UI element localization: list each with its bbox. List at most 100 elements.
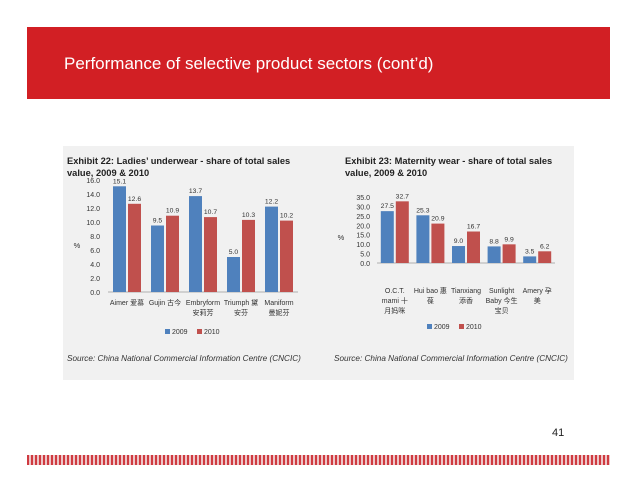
exhibit-23-category-label: Hui bao 惠	[414, 286, 447, 295]
exhibit-23-category-label: Tianxiang	[451, 288, 481, 295]
exhibit-23-data-label: 6.2	[540, 243, 550, 250]
exhibit-23-bar-2009	[380, 211, 394, 263]
exhibit-23-legend-swatch-2009	[427, 324, 432, 329]
exhibit-22-ytick-label: 4.0	[90, 262, 100, 269]
exhibit-22-bar-2009	[265, 206, 278, 292]
exhibit-23-title-line-2: value, 2009 & 2010	[345, 168, 428, 178]
exhibit-23-category-label: O.C.T.	[385, 288, 405, 295]
exhibit-22-legend-label: 2009	[172, 329, 188, 336]
exhibit-23-data-label: 3.5	[525, 248, 535, 255]
exhibit-23-data-label: 9.9	[504, 236, 514, 243]
exhibit-23-data-label: 27.5	[381, 203, 394, 210]
page-number: 41	[552, 427, 565, 439]
exhibit-22-bar-2010	[166, 215, 179, 292]
exhibit-22-title-line-1: Exhibit 22: Ladies’ underwear - share of…	[67, 156, 291, 166]
exhibit-23-category-label: Sunlight	[489, 288, 514, 295]
exhibit-22-data-label: 12.2	[265, 199, 278, 206]
exhibit-22-data-label: 13.7	[189, 188, 202, 195]
exhibit-23-category-label: mami 十	[382, 296, 408, 305]
exhibit-22-ytick-label: 8.0	[90, 234, 100, 241]
exhibit-22-legend-label: 2010	[204, 329, 220, 336]
exhibit-22-legend-swatch-2010	[197, 329, 202, 334]
exhibit-23-bar-2010	[431, 223, 445, 263]
exhibit-23-category-label: Amery 孕	[523, 287, 552, 295]
exhibit-23-title-line-1: Exhibit 23: Maternity wear - share of to…	[345, 156, 553, 166]
exhibit-22-bar-2009	[113, 186, 126, 292]
exhibit-23-bar-2009	[416, 215, 430, 263]
exhibit-22-category-label: 安莉芳	[193, 308, 214, 317]
exhibit-23-category-label: 宝贝	[495, 306, 509, 315]
exhibit-22-bar-2010	[204, 217, 217, 292]
footer-stripe	[27, 455, 610, 465]
exhibit-23-bar-2010	[467, 231, 480, 263]
exhibit-22-category-label: 安芬	[234, 308, 248, 317]
exhibit-22-category-label: Gujin 古今	[149, 298, 181, 307]
exhibit-22-category-label: Triumph 黛	[224, 298, 258, 307]
exhibit-23-bar-2010	[502, 244, 516, 263]
exhibit-22-bar-2010	[242, 219, 255, 292]
exhibit-23-ytick-label: 20.0	[356, 223, 370, 230]
exhibit-23-ytick-label: 25.0	[356, 214, 370, 221]
exhibit-22-source: Source: China National Commercial Inform…	[67, 354, 301, 363]
exhibit-23-category-label: 葆	[427, 296, 434, 305]
exhibit-23-ytick-label: 30.0	[356, 204, 370, 211]
exhibit-23-category-label: 添香	[459, 296, 473, 305]
exhibit-23-legend-label: 2009	[434, 324, 450, 331]
exhibit-22-ytick-label: 16.0	[86, 178, 100, 185]
exhibit-23-bar-2010	[538, 251, 552, 263]
exhibit-22-data-label: 10.7	[204, 209, 217, 216]
exhibit-23-source: Source: China National Commercial Inform…	[334, 354, 568, 363]
exhibit-22-category-label: 曼妮芬	[269, 308, 290, 317]
exhibit-22-data-label: 10.9	[166, 208, 179, 215]
exhibit-22-ytick-label: 6.0	[90, 248, 100, 255]
exhibit-22-data-label: 10.3	[242, 212, 255, 219]
exhibit-23-ytick-label: 35.0	[356, 195, 370, 202]
exhibit-22-category-label: Embryform	[186, 300, 220, 307]
slide-title: Performance of selective product sectors…	[64, 54, 434, 73]
exhibit-23-data-label: 25.3	[416, 207, 429, 214]
exhibit-23-ytick-label: 15.0	[356, 233, 370, 240]
exhibit-23-title: Exhibit 23: Maternity wear - share of to…	[345, 155, 552, 179]
exhibit-22-title-line-2: value, 2009 & 2010	[67, 168, 150, 178]
exhibit-22-bar-2010	[280, 220, 293, 292]
exhibit-22-bar-2010	[128, 203, 141, 292]
exhibit-22-ytick-label: 14.0	[86, 192, 100, 199]
exhibit-22-title: Exhibit 22: Ladies’ underwear - share of…	[67, 155, 290, 179]
exhibit-22-data-label: 12.6	[128, 196, 141, 203]
exhibit-23-category-label: Baby 今生	[486, 296, 518, 305]
exhibit-23-data-label: 32.7	[396, 193, 409, 200]
exhibit-22-bar-2009	[227, 257, 240, 292]
exhibit-22-bar-2009	[189, 196, 202, 292]
exhibit-22-category-label: Maniform	[264, 300, 293, 307]
exhibit-23-data-label: 20.9	[431, 216, 444, 223]
exhibit-22-bar-2009	[151, 225, 164, 292]
exhibit-23-category-label: 月妈咪	[384, 306, 405, 315]
exhibit-22-data-label: 5.0	[229, 249, 239, 256]
exhibit-22-ytick-label: 0.0	[90, 290, 100, 297]
exhibit-23-ytick-label: 5.0	[360, 252, 370, 259]
exhibit-22-category-label: Aimer 爱慕	[110, 298, 144, 307]
exhibit-22-ytick-label: 12.0	[86, 206, 100, 213]
title-bar	[27, 27, 610, 99]
exhibit-23-bar-2009	[487, 246, 501, 263]
exhibit-23-data-label: 8.8	[489, 238, 499, 245]
exhibit-22-ytick-label: 10.0	[86, 220, 100, 227]
exhibit-22-legend-swatch-2009	[165, 329, 170, 334]
exhibit-22-ytick-label: 2.0	[90, 276, 100, 283]
exhibit-23-ytick-label: 0.0	[360, 261, 370, 268]
exhibit-22-ylabel: %	[74, 241, 81, 250]
exhibit-23-category-label: 美	[534, 296, 541, 305]
exhibit-22-data-label: 9.5	[153, 218, 163, 225]
exhibit-23-legend-label: 2010	[466, 324, 482, 331]
exhibit-23-data-label: 9.0	[454, 238, 464, 245]
exhibit-23-bar-2009	[452, 246, 465, 263]
exhibit-23-bar-2010	[395, 201, 409, 263]
exhibit-23-data-label: 16.7	[467, 224, 480, 231]
exhibit-22-data-label: 15.1	[113, 178, 126, 185]
exhibit-23-ytick-label: 10.0	[356, 242, 370, 249]
exhibit-22-data-label: 10.2	[280, 213, 293, 220]
exhibit-23-ylabel: %	[338, 233, 345, 242]
exhibit-23-legend-swatch-2010	[459, 324, 464, 329]
